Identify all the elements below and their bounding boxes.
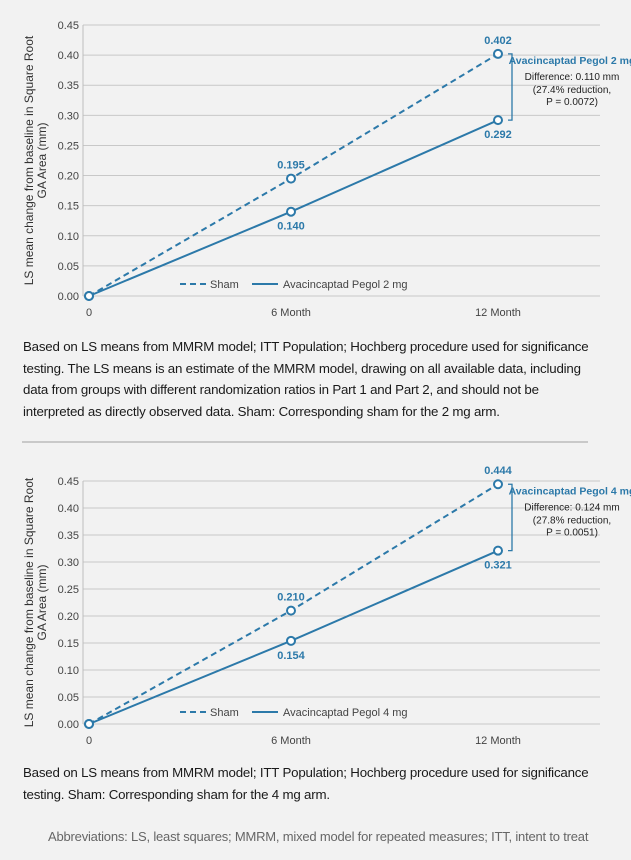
data-point [286,635,296,646]
y-tick-label: 0.00 [58,719,79,731]
y-tick-label: 0.20 [58,611,79,623]
chart-4mg: 0.00 0.05 0.10 0.15 0.20 0.25 0.30 0.35 0.40 0.45… [22,465,631,747]
annotation-title: Avacincaptad Pegol 4 mg [509,485,631,497]
data-label: 0.210 [277,592,305,604]
y-tick-label: 0.45 [58,476,79,488]
x-tick-label: 0 [86,307,92,319]
y-tick-label: 0.15 [58,201,79,213]
data-point [84,719,94,729]
section-divider [22,441,588,443]
y-tick-label: 0.30 [58,110,79,122]
legend-sham-label: Sham [210,279,239,291]
data-label: 0.154 [277,650,305,662]
data-point [493,115,503,126]
y-tick-label: 0.40 [58,503,79,515]
y-tick-label: 0.00 [58,291,79,303]
annotation-difference: Difference: 0.124 mm [524,502,619,513]
y-tick-label: 0.30 [58,557,79,569]
annotation-difference: Difference: 0.110 mm [525,72,620,83]
data-label: 0.292 [484,129,512,141]
legend-sham-label: Sham [210,707,239,719]
y-tick-label: 0.10 [58,231,79,243]
y-tick-label: 0.45 [58,20,79,32]
data-point [84,291,94,301]
annotation-pvalue: P = 0.0072) [546,97,598,108]
sham-line [88,483,499,725]
data-point [286,173,296,184]
data-point [493,48,503,59]
annotation-title: Avacincaptad Pegol 2 mg [509,55,631,67]
y-tick-label: 0.05 [58,261,79,273]
data-label: 0.444 [484,465,512,477]
annotation-reduction: (27.4% reduction, [533,85,611,96]
annotation-pvalue: P = 0.0051) [546,527,598,538]
data-point [286,206,296,217]
abbreviations: Abbreviations: LS, least squares; MMRM, … [48,829,589,844]
y-axis-title: LS mean change from baseline in Square R… [22,477,49,727]
x-tick-label: 0 [86,735,92,747]
y-tick-label: 0.25 [58,584,79,596]
legend-treatment-label: Avacincaptad Pegol 4 mg [283,707,408,719]
y-tick-label: 0.05 [58,692,79,704]
difference-bracket [508,53,513,121]
y-tick-label: 0.35 [58,80,79,92]
x-tick-label: 12 Month [475,735,521,747]
chart2-footnote: Based on LS means from MMRM model; ITT P… [23,765,589,802]
chart1-footnote: Based on LS means from MMRM model; ITT P… [23,339,589,419]
x-tick-label: 6 Month [271,307,311,319]
legend-treatment-label: Avacincaptad Pegol 2 mg [283,279,408,291]
y-tick-label: 0.35 [58,530,79,542]
y-axis-title: LS mean change from baseline in Square R… [22,35,49,285]
y-tick-label: 0.10 [58,665,79,677]
data-point [493,479,503,490]
annotation-reduction: (27.8% reduction, [533,515,611,526]
data-label: 0.140 [277,221,305,233]
data-label: 0.402 [484,35,512,47]
data-point [493,545,503,556]
data-label: 0.321 [484,560,512,572]
y-tick-label: 0.15 [58,638,79,650]
x-tick-label: 12 Month [475,307,521,319]
x-tick-label: 6 Month [271,735,311,747]
y-tick-label: 0.40 [58,50,79,62]
data-point [286,605,296,616]
y-tick-label: 0.20 [58,171,79,183]
chart-2mg: 0.00 0.05 0.10 0.15 0.20 0.25 0.30 0.35 0.40 0.45… [22,20,631,319]
difference-bracket [508,483,513,552]
y-tick-label: 0.25 [58,140,79,152]
data-label: 0.195 [277,160,305,172]
